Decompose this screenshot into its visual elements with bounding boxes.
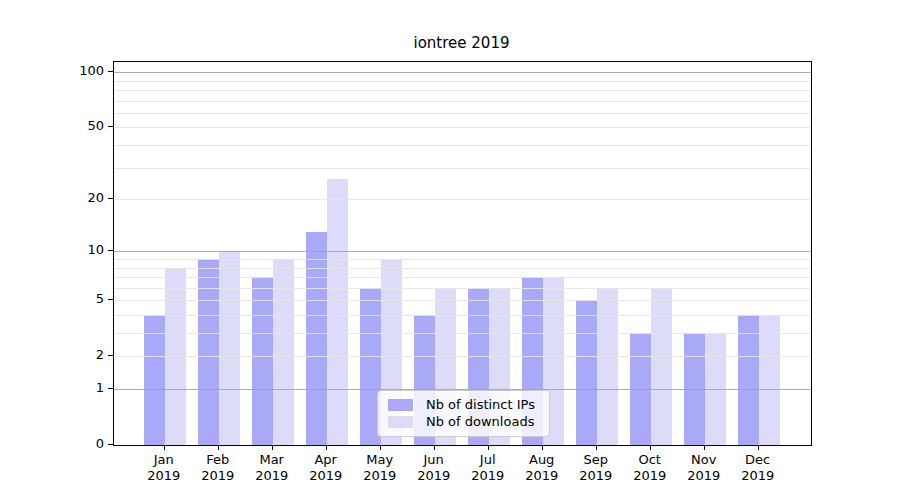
- plot-area: [113, 61, 812, 446]
- gridline: [114, 101, 811, 102]
- legend: Nb of distinct IPs Nb of downloads: [377, 390, 550, 437]
- gridline: [114, 113, 811, 114]
- gridline: [114, 145, 811, 146]
- bar-downloads: [759, 315, 780, 445]
- gridline: [114, 251, 811, 252]
- bar-downloads: [273, 259, 294, 445]
- legend-label-downloads: Nb of downloads: [426, 414, 534, 430]
- y-axis-tick-label: 0: [0, 436, 104, 452]
- gridline: [114, 90, 811, 91]
- gridline: [114, 333, 811, 334]
- y-axis-tick-mark: [108, 126, 113, 127]
- y-axis-tick-mark: [108, 71, 113, 72]
- gridline: [114, 356, 811, 357]
- bar-distinct-ips: [576, 300, 597, 445]
- bar-downloads: [219, 251, 240, 445]
- gridline: [114, 300, 811, 301]
- legend-row-distinct-ips: Nb of distinct IPs: [386, 397, 541, 413]
- y-axis-tick-mark: [108, 250, 113, 251]
- gridline: [114, 72, 811, 73]
- bar-distinct-ips: [144, 315, 165, 445]
- x-axis-tick-label: May 2019: [350, 452, 410, 484]
- x-axis-tick-label: Nov 2019: [674, 452, 734, 484]
- x-axis-tick-label: Jun 2019: [404, 452, 464, 484]
- x-axis-tick-mark: [704, 445, 705, 450]
- bar-downloads: [597, 288, 618, 445]
- gridline: [114, 315, 811, 316]
- y-axis-tick-label: 20: [0, 190, 104, 206]
- y-axis-tick-label: 2: [0, 347, 104, 363]
- gridline: [114, 288, 811, 289]
- x-axis-tick-mark: [164, 445, 165, 450]
- x-axis-tick-mark: [488, 445, 489, 450]
- bar-distinct-ips: [306, 232, 327, 445]
- bar-distinct-ips: [738, 315, 759, 445]
- bar-distinct-ips: [198, 259, 219, 445]
- y-axis-tick-label: 50: [0, 118, 104, 134]
- gridline: [114, 268, 811, 269]
- legend-row-downloads: Nb of downloads: [386, 414, 541, 430]
- bar-distinct-ips: [252, 277, 273, 445]
- x-axis-tick-mark: [272, 445, 273, 450]
- x-axis-tick-label: Mar 2019: [242, 452, 302, 484]
- x-axis-tick-mark: [758, 445, 759, 450]
- y-axis-tick-label: 100: [0, 63, 104, 79]
- x-axis-tick-label: Feb 2019: [188, 452, 248, 484]
- x-axis-tick-mark: [542, 445, 543, 450]
- y-axis-tick-label: 10: [0, 242, 104, 258]
- legend-swatch-distinct-ips: [388, 399, 413, 411]
- y-axis-tick-label: 5: [0, 291, 104, 307]
- x-axis-tick-mark: [218, 445, 219, 450]
- y-axis-tick-mark: [108, 444, 113, 445]
- x-axis-tick-label: Dec 2019: [728, 452, 788, 484]
- figure: iontree 2019 0 1 2 5 10 20 50 100 Jan 2019Feb 20…: [0, 0, 900, 500]
- y-axis-tick-mark: [108, 198, 113, 199]
- bar-downloads: [327, 179, 348, 445]
- chart-title: iontree 2019: [113, 34, 810, 52]
- x-axis-tick-label: Jan 2019: [134, 452, 194, 484]
- x-axis-tick-label: Apr 2019: [296, 452, 356, 484]
- x-axis-tick-label: Jul 2019: [458, 452, 518, 484]
- x-axis-tick-mark: [326, 445, 327, 450]
- gridline: [114, 127, 811, 128]
- x-axis-tick-mark: [380, 445, 381, 450]
- gridline: [114, 199, 811, 200]
- y-axis-tick-mark: [108, 388, 113, 389]
- y-axis-tick-mark: [108, 355, 113, 356]
- x-axis-tick-label: Sep 2019: [566, 452, 626, 484]
- x-axis-tick-label: Aug 2019: [512, 452, 572, 484]
- x-axis-tick-mark: [596, 445, 597, 450]
- legend-label-distinct-ips: Nb of distinct IPs: [426, 397, 535, 413]
- y-axis-tick-label: 1: [0, 380, 104, 396]
- gridline: [114, 277, 811, 278]
- gridline: [114, 81, 811, 82]
- x-axis-tick-label: Oct 2019: [620, 452, 680, 484]
- x-axis-tick-mark: [650, 445, 651, 450]
- legend-swatch-downloads: [388, 416, 413, 428]
- x-axis-tick-mark: [434, 445, 435, 450]
- bar-downloads: [651, 288, 672, 445]
- gridline: [114, 168, 811, 169]
- y-axis-tick-mark: [108, 299, 113, 300]
- gridline: [114, 259, 811, 260]
